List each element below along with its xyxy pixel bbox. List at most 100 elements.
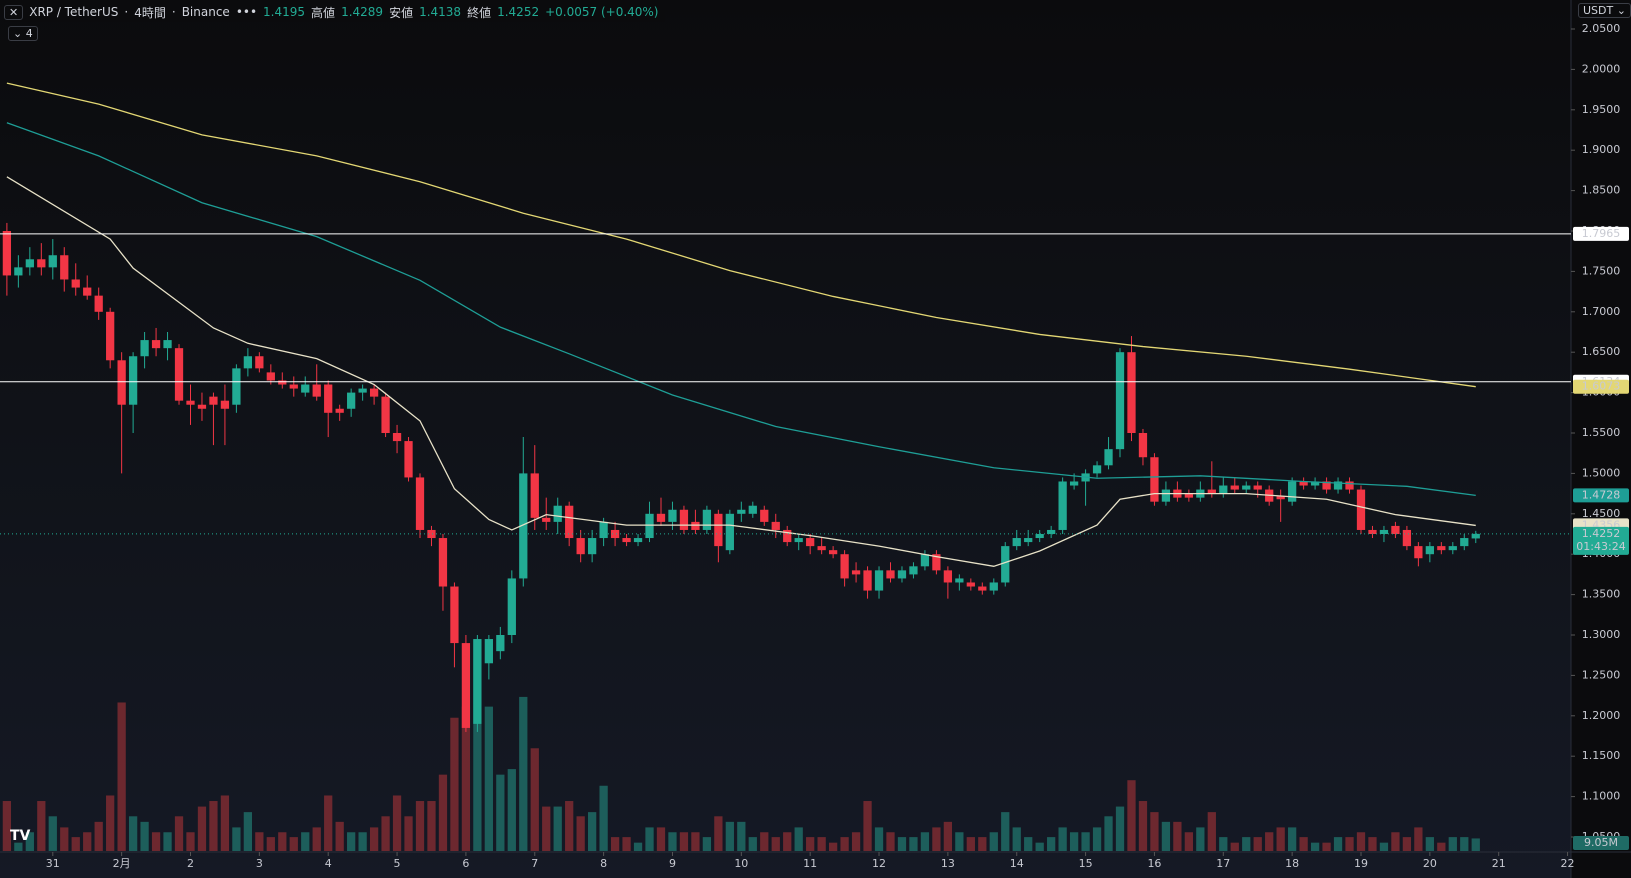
ma-badge-bg	[1573, 379, 1629, 394]
y-tick-label: 1.6500	[1582, 345, 1621, 358]
volume-bar	[851, 832, 861, 851]
candle-body	[783, 529, 792, 543]
x-tick-label: 3	[256, 857, 263, 870]
currency-button[interactable]: USDT ⌄	[1578, 3, 1631, 18]
candle-body	[725, 513, 734, 551]
volume-bar	[1356, 832, 1366, 851]
candle-body	[863, 570, 872, 591]
candle-body	[1402, 529, 1412, 547]
volume-bar	[771, 837, 780, 851]
candle-body	[1345, 481, 1354, 490]
candle-body	[301, 384, 310, 393]
candle-body	[1219, 485, 1228, 494]
candle-body	[484, 639, 493, 664]
candle-body	[48, 255, 57, 268]
volume-bar	[1288, 827, 1297, 851]
volume-bar	[427, 801, 436, 851]
y-tick-label: 1.4500	[1582, 507, 1621, 520]
x-tick-label: 16	[1147, 857, 1161, 870]
volume-bar	[519, 696, 528, 851]
symbol-icon[interactable]: ✕	[4, 4, 24, 20]
candle-body	[94, 295, 103, 312]
volume-bar	[542, 806, 551, 851]
candle-body	[542, 517, 551, 522]
candle-body	[771, 521, 780, 530]
low-value: 1.4138	[419, 5, 462, 19]
candle-body	[1184, 493, 1193, 498]
volume-bar	[358, 832, 367, 851]
candle-body	[553, 505, 562, 522]
volume-bar	[335, 821, 344, 851]
menu[interactable]: •••	[235, 5, 258, 19]
volume-bar	[186, 832, 195, 851]
volume-bar	[806, 837, 815, 851]
volume-bar	[140, 821, 149, 851]
logo[interactable]: TV	[10, 828, 31, 844]
volume-bar	[1115, 806, 1125, 851]
candle-body	[2, 231, 12, 276]
candle-body	[1001, 546, 1010, 583]
currency: USDT	[1583, 4, 1614, 17]
volume-bar	[1425, 837, 1434, 851]
volume-bar	[369, 827, 379, 851]
candle-body	[312, 384, 321, 397]
candle-body	[1276, 496, 1285, 500]
x-tick-label: 5	[394, 857, 401, 870]
candle-body	[1058, 481, 1067, 530]
y-tick-label: 1.3500	[1582, 588, 1621, 601]
volume-bar	[83, 832, 92, 851]
candle-body	[232, 368, 241, 405]
symbol[interactable]: XRP / TetherUS	[29, 5, 119, 19]
candle-body	[874, 570, 884, 591]
candle-body	[427, 529, 436, 539]
change: +0.0057 (+0.40%)	[545, 5, 659, 19]
x-tick-label: 10	[734, 857, 748, 870]
high-label: 高値	[311, 5, 336, 20]
volume-bar	[1368, 837, 1377, 851]
volume-bar	[209, 801, 218, 851]
candle-body	[289, 384, 298, 389]
volume-bar	[48, 816, 57, 851]
volume-bar	[920, 832, 930, 851]
candle-body	[1092, 465, 1102, 474]
volume-bar	[415, 801, 425, 851]
candle-body	[645, 513, 654, 539]
interval[interactable]: 4時間	[134, 5, 166, 20]
candle-body	[989, 582, 998, 591]
volume-bar	[1276, 827, 1285, 851]
candle-body	[473, 639, 482, 724]
candle-body	[496, 635, 505, 652]
candle-body	[1069, 481, 1079, 486]
candle-body	[714, 513, 723, 547]
candle-body	[576, 538, 585, 555]
low-label: 安値	[389, 5, 414, 20]
candle-body	[610, 529, 620, 539]
candle-body	[1138, 433, 1148, 458]
volume-bar	[2, 801, 12, 851]
volume-bar	[1322, 842, 1331, 851]
candle-body	[438, 538, 448, 587]
y-tick-label: 1.7500	[1582, 264, 1621, 277]
x-tick-label: 8	[600, 857, 607, 870]
y-tick-label: 1.9000	[1582, 143, 1621, 156]
x-tick-label: 6	[462, 857, 469, 870]
indicator-toggle[interactable]: ⌄ 4	[8, 26, 38, 41]
candle-body	[117, 360, 126, 405]
volume-bar	[978, 837, 987, 851]
y-tick-label: 1.8500	[1582, 184, 1621, 197]
open-value: 1.4195	[263, 5, 306, 19]
volume-badge-bg	[1573, 836, 1629, 850]
volume-bar	[1058, 827, 1067, 851]
candle-body	[186, 400, 195, 405]
candle-body	[128, 356, 138, 405]
candle-body	[851, 570, 861, 575]
volume-bar	[1402, 837, 1412, 851]
candle-body	[37, 259, 46, 268]
volume-bar	[610, 837, 620, 851]
candle-body	[106, 311, 115, 361]
x-tick-label: 22	[1561, 857, 1575, 870]
candle-body	[1379, 529, 1389, 534]
volume-bar	[1345, 837, 1354, 851]
y-tick-label: 1.2500	[1582, 668, 1621, 681]
x-tick-label: 19	[1354, 857, 1368, 870]
